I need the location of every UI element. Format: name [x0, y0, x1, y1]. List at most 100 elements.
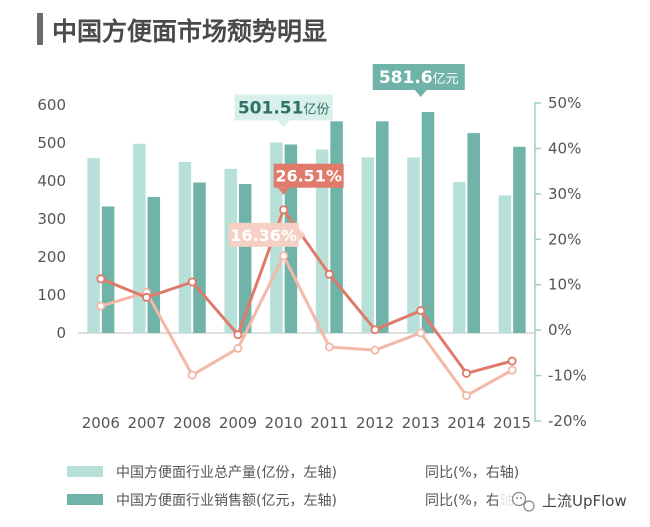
x-axis-labels: 2006 2007 2008 2009 2010 2011 2012 2013 2014 2015	[82, 414, 531, 432]
x-tick-label: 2007	[127, 414, 165, 432]
point-yoy-production	[96, 301, 106, 311]
point-yoy-production	[279, 251, 289, 261]
callouts-group: 501.51亿份 581.6亿元 26.51% 16.36%	[228, 63, 465, 247]
bars-group	[87, 111, 526, 333]
x-tick-label: 2009	[219, 414, 257, 432]
point-yoy-sales	[187, 277, 197, 287]
bar-sales	[376, 121, 389, 333]
right-tick-label: 40%	[548, 139, 581, 157]
callout-box	[228, 222, 299, 247]
left-tick-label: 600	[37, 96, 66, 114]
point-yoy-sales	[324, 269, 334, 279]
point-yoy-production	[233, 343, 243, 353]
point-yoy-production	[461, 391, 471, 401]
callout-pointer	[414, 89, 427, 97]
lines-group	[96, 205, 517, 401]
right-tick-label: 50%	[548, 94, 581, 112]
right-axis-ticks: -20% -10% 0% 10% 20% 30% 40% 50%	[535, 94, 587, 430]
bar-sales	[101, 206, 115, 333]
right-tick-label: 10%	[548, 276, 581, 294]
point-yoy-sales	[461, 368, 471, 378]
legend-swatch-production	[67, 466, 103, 477]
x-tick-label: 2011	[310, 414, 348, 432]
left-tick-label: 300	[37, 210, 66, 228]
callout-unit: 亿份	[303, 102, 329, 117]
bar-production	[315, 149, 329, 333]
chart-title: 中国方便面市场颓势明显	[52, 17, 327, 46]
right-tick-label: -10%	[548, 367, 587, 385]
bar-sales	[421, 111, 435, 333]
point-yoy-sales	[416, 306, 426, 316]
legend-label-yoy-sales: 同比(%，右轴)	[425, 493, 519, 509]
point-yoy-sales	[233, 330, 243, 340]
point-yoy-sales	[507, 356, 517, 366]
x-tick-label: 2012	[356, 414, 394, 432]
watermark-background	[498, 486, 646, 520]
watermark: 上流UpFlow	[498, 486, 646, 520]
callout-label: 16.36%	[230, 226, 297, 245]
callout-pointer	[277, 120, 290, 128]
right-tick-label: -20%	[548, 412, 587, 430]
bar-sales	[193, 182, 206, 333]
point-yoy-production	[324, 342, 334, 352]
left-tick-label: 100	[37, 286, 66, 304]
callout-box	[273, 163, 344, 188]
callout-label: 581.6亿元	[379, 68, 459, 88]
x-tick-label: 2010	[265, 414, 303, 432]
bar-production	[361, 157, 375, 333]
callout-label: 26.51%	[275, 167, 342, 186]
legend-label-production: 中国方便面行业总产量(亿份，左轴)	[116, 465, 337, 481]
bar-production	[87, 158, 100, 333]
x-tick-label: 2006	[82, 414, 120, 432]
callout-pointer	[298, 228, 306, 241]
callout-box	[234, 94, 333, 121]
bar-production	[133, 143, 146, 333]
left-tick-label: 200	[37, 248, 66, 266]
callout-pointer	[277, 187, 290, 195]
point-yoy-sales	[142, 292, 152, 302]
callout-label: 501.51亿份	[238, 98, 330, 118]
bar-production	[452, 182, 466, 333]
bar-production	[178, 162, 192, 333]
bar-production	[224, 168, 237, 333]
line-yoy-production	[100, 254, 513, 398]
bar-production	[498, 195, 512, 333]
callout-value: 501.51	[238, 98, 304, 118]
point-yoy-production	[416, 328, 426, 338]
watermark-text: 上流UpFlow	[542, 492, 627, 510]
point-yoy-sales	[370, 325, 380, 335]
callout-value: 581.6	[379, 68, 433, 88]
legend-label-yoy-production: 同比(%，右轴)	[425, 465, 519, 481]
point-yoy-production	[507, 365, 517, 375]
x-tick-label: 2013	[402, 414, 440, 432]
left-tick-label: 0	[56, 324, 66, 342]
point-yoy-production	[370, 345, 380, 355]
x-tick-label: 2014	[447, 414, 485, 432]
right-tick-label: 0%	[548, 321, 572, 339]
right-tick-label: 30%	[548, 185, 581, 203]
bar-sales	[467, 133, 480, 333]
bar-sales	[330, 121, 343, 333]
title-accent-bar	[37, 13, 43, 45]
right-tick-label: 20%	[548, 230, 581, 248]
point-yoy-sales	[279, 205, 289, 215]
x-tick-label: 2008	[173, 414, 211, 432]
callout-value: 26.51%	[275, 167, 342, 186]
point-yoy-production	[187, 370, 197, 380]
line-yoy-sales	[100, 208, 513, 375]
watermark-logo-icon	[511, 491, 535, 512]
bar-production	[407, 157, 420, 333]
x-tick-label: 2015	[493, 414, 531, 432]
left-axis-ticks: 0 100 200 300 400 500 600	[37, 96, 66, 342]
bar-sales	[238, 184, 252, 333]
callout-unit: 亿元	[433, 72, 459, 87]
bar-sales	[513, 146, 526, 333]
point-yoy-sales	[96, 274, 106, 284]
callout-box	[372, 63, 465, 90]
legend-label-sales: 中国方便面行业销售额(亿元，左轴)	[116, 493, 337, 509]
left-tick-label: 400	[37, 172, 66, 190]
left-tick-label: 500	[37, 134, 66, 152]
callout-value: 16.36%	[230, 226, 297, 245]
